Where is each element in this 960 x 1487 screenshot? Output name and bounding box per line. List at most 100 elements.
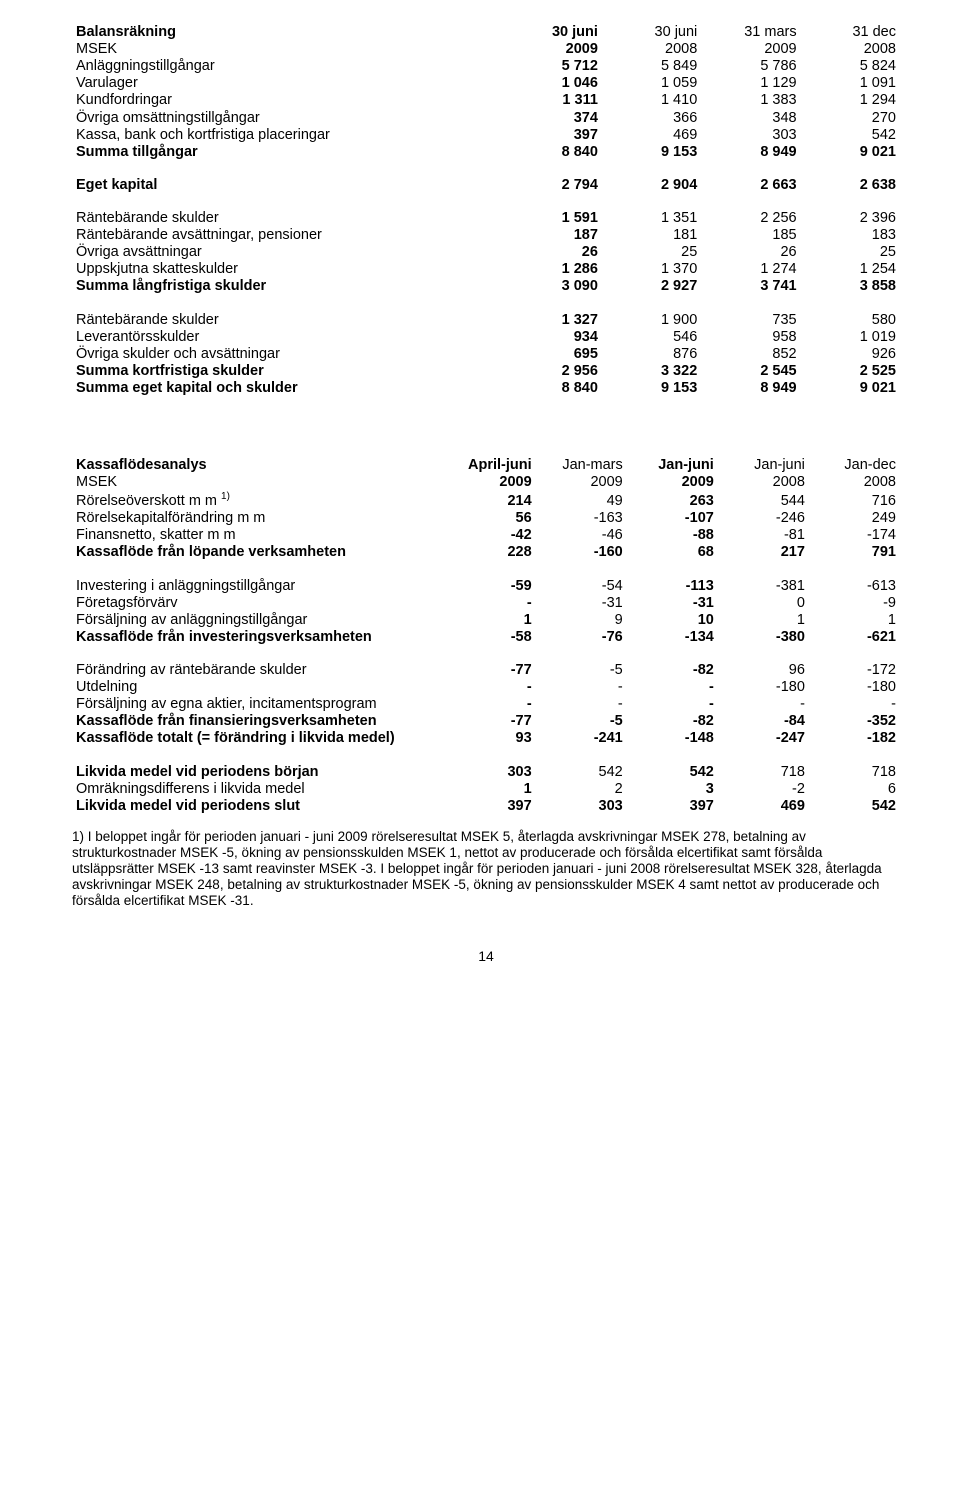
cell: -54 [536, 578, 627, 595]
cell: 303 [445, 764, 536, 781]
table-header-row: MSEK 2009 2009 2009 2008 2008 [72, 474, 900, 491]
cell: - [445, 679, 536, 696]
cell: -621 [809, 629, 900, 646]
cell: 3 322 [602, 363, 701, 380]
row-label: Räntebärande avsättningar, pensioner [72, 227, 503, 244]
cell: 876 [602, 346, 701, 363]
cell: 9 021 [801, 380, 900, 397]
cell: - [718, 696, 809, 713]
cell: 469 [718, 798, 809, 815]
cell: -148 [627, 730, 718, 747]
cell: 303 [536, 798, 627, 815]
col-header: Jan-juni [718, 457, 809, 474]
table-row-total: Summa eget kapital och skulder 8 840 9 1… [72, 380, 900, 397]
cell: -163 [536, 510, 627, 527]
row-label: Uppskjutna skatteskulder [72, 261, 503, 278]
cell: 8 949 [701, 380, 800, 397]
cell: -380 [718, 629, 809, 646]
cell: 3 858 [801, 278, 900, 295]
cell: 8 949 [701, 144, 800, 161]
cell: 96 [718, 662, 809, 679]
table-row: Omräkningsdifferens i likvida medel 1 2 … [72, 781, 900, 798]
cell: 1 591 [503, 210, 602, 227]
table-row: Företagsförvärv - -31 -31 0 -9 [72, 595, 900, 612]
cell: 9 021 [801, 144, 900, 161]
table-row: Försäljning av egna aktier, incitamentsp… [72, 696, 900, 713]
cell: -180 [718, 679, 809, 696]
cell: 397 [627, 798, 718, 815]
cell: 958 [701, 329, 800, 346]
cell: 397 [503, 127, 602, 144]
table-row-total: Summa kortfristiga skulder 2 956 3 322 2… [72, 363, 900, 380]
cell: 270 [801, 110, 900, 127]
table-row: Övriga omsättningstillgångar 374 366 348… [72, 110, 900, 127]
cell: 2 927 [602, 278, 701, 295]
col-header: Jan-dec [809, 457, 900, 474]
table-row-total: Summa långfristiga skulder 3 090 2 927 3… [72, 278, 900, 295]
row-label: Summa kortfristiga skulder [72, 363, 503, 380]
spacer-row [72, 194, 900, 210]
cell: 469 [602, 127, 701, 144]
cell: -82 [627, 662, 718, 679]
cell: - [809, 696, 900, 713]
col-header: Jan-juni [627, 457, 718, 474]
cell: -172 [809, 662, 900, 679]
row-label: Kassaflöde totalt (= förändring i likvid… [72, 730, 445, 747]
cell: -82 [627, 713, 718, 730]
cell: - [445, 595, 536, 612]
spacer-row [72, 562, 900, 578]
spacer [72, 427, 900, 457]
table-row-total: Kassaflöde från investeringsverksamheten… [72, 629, 900, 646]
cell: -77 [445, 662, 536, 679]
cell: 735 [701, 312, 800, 329]
cell: 8 840 [503, 380, 602, 397]
row-label: Likvida medel vid periodens slut [72, 798, 445, 815]
table-row: Kassa, bank och kortfristiga placeringar… [72, 127, 900, 144]
row-label: Företagsförvärv [72, 595, 445, 612]
cell: -88 [627, 527, 718, 544]
cell: -180 [809, 679, 900, 696]
cell: -31 [536, 595, 627, 612]
table-row-total: Kassaflöde från finansieringsverksamhete… [72, 713, 900, 730]
cell: 1 059 [602, 75, 701, 92]
cell: -246 [718, 510, 809, 527]
col-header: 2008 [602, 41, 701, 58]
cell: -81 [718, 527, 809, 544]
col-header: 2009 [536, 474, 627, 491]
cell: 9 [536, 612, 627, 629]
row-label: Kassaflöde från löpande verksamheten [72, 544, 445, 561]
cell: 695 [503, 346, 602, 363]
cell: 9 153 [602, 380, 701, 397]
table-row: Investering i anläggningstillgångar -59 … [72, 578, 900, 595]
cell: 1 129 [701, 75, 800, 92]
cell: 542 [627, 764, 718, 781]
cell: -107 [627, 510, 718, 527]
cell: 397 [445, 798, 536, 815]
cell: 2 396 [801, 210, 900, 227]
col-header: Jan-mars [536, 457, 627, 474]
table-row: Räntebärande skulder 1 327 1 900 735 580 [72, 312, 900, 329]
cell: 546 [602, 329, 701, 346]
col-header: 2009 [701, 41, 800, 58]
row-label: Likvida medel vid periodens början [72, 764, 445, 781]
cell: 544 [718, 491, 809, 510]
spacer [72, 397, 900, 427]
cell: -58 [445, 629, 536, 646]
cell: 187 [503, 227, 602, 244]
cell: 5 712 [503, 58, 602, 75]
col-header: 2008 [801, 41, 900, 58]
cell: 1 351 [602, 210, 701, 227]
cell: -76 [536, 629, 627, 646]
cell: 718 [718, 764, 809, 781]
cell: 9 153 [602, 144, 701, 161]
col-header: 30 juni [602, 24, 701, 41]
footnote-text: 1) I beloppet ingår för perioden januari… [72, 829, 900, 909]
cell: -77 [445, 713, 536, 730]
cell: 183 [801, 227, 900, 244]
cell: 25 [602, 244, 701, 261]
row-label: Kassaflöde från finansieringsverksamhete… [72, 713, 445, 730]
cell: 5 849 [602, 58, 701, 75]
cell: 542 [801, 127, 900, 144]
footnote-marker: 1) [221, 491, 230, 502]
row-label: Övriga omsättningstillgångar [72, 110, 503, 127]
